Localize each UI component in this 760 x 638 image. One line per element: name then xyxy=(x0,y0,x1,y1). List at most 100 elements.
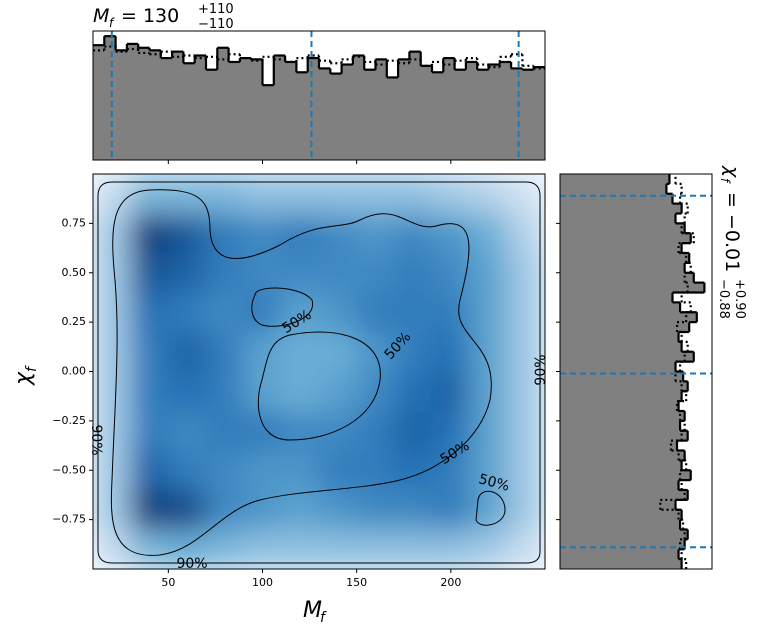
density-cell xyxy=(318,292,358,333)
histogram-bar xyxy=(307,58,320,161)
top-title-lower: −110 xyxy=(198,17,234,32)
histogram-bar xyxy=(560,282,705,293)
histogram-bar xyxy=(420,65,433,160)
density-cell xyxy=(356,252,395,293)
contour-50 xyxy=(475,490,506,526)
density-cell xyxy=(280,252,320,293)
y-tick-label: 0.75 xyxy=(62,216,87,229)
histogram-bar xyxy=(560,174,670,185)
density-cell xyxy=(130,213,169,254)
histogram-bar xyxy=(560,509,682,520)
histogram-bar xyxy=(560,361,676,372)
density-cell xyxy=(506,331,545,372)
histogram-bar xyxy=(560,420,681,432)
density-cell xyxy=(393,410,433,451)
density-cell xyxy=(243,450,282,491)
histogram-bar xyxy=(560,450,685,461)
right-title-upper: +0.90 xyxy=(732,279,747,319)
histogram-bar xyxy=(206,69,218,160)
histogram-bar xyxy=(352,55,365,161)
x-tick-label: 50 xyxy=(161,576,175,589)
right-title-symbol: χ xyxy=(721,165,743,178)
density-cell xyxy=(93,292,132,333)
y-tick-label: 0.25 xyxy=(62,315,87,328)
histogram-bar xyxy=(560,292,673,303)
density-cell xyxy=(393,529,433,569)
contour-label: 50% xyxy=(477,471,511,495)
density-cell xyxy=(280,410,320,451)
density-cell xyxy=(130,331,169,372)
histogram-bar xyxy=(499,61,512,160)
histogram-bar xyxy=(560,322,690,333)
histogram-bar xyxy=(104,36,116,160)
density-cell xyxy=(243,331,282,372)
density-cell xyxy=(130,410,169,451)
density-cell xyxy=(205,371,245,412)
histogram-bar xyxy=(560,262,685,274)
density-cell xyxy=(318,529,358,569)
density-cell xyxy=(431,489,471,530)
density-cell xyxy=(205,213,245,254)
density-cell xyxy=(469,529,508,569)
density-cell xyxy=(93,213,132,254)
density-cell xyxy=(243,410,282,451)
density-cell xyxy=(506,410,545,451)
density-cell xyxy=(167,450,207,491)
histogram-bar xyxy=(262,85,275,160)
histogram-bar xyxy=(465,61,478,160)
contour-label: 90% xyxy=(88,424,104,455)
density-cell xyxy=(243,252,282,293)
histogram-bar xyxy=(285,61,297,160)
top-title-symbol: M xyxy=(93,5,109,27)
histogram-bar xyxy=(341,64,354,160)
histogram-bar xyxy=(560,391,682,402)
histogram-bar xyxy=(217,47,229,160)
density-cell xyxy=(167,331,207,372)
histogram-bar xyxy=(560,223,685,234)
right-title: χ f = −0.01 +0.90 −0.88 xyxy=(716,165,747,319)
x-axis-label: M xyxy=(303,598,322,623)
histogram-bar xyxy=(560,243,682,254)
right-title-subscript: f xyxy=(718,178,732,184)
y-tick-label: −0.25 xyxy=(52,414,86,427)
density-cell xyxy=(205,252,245,293)
density-cell xyxy=(356,450,395,491)
histogram-bar xyxy=(560,440,678,451)
density-cell xyxy=(205,489,245,530)
density-cell xyxy=(167,489,207,530)
density-cell xyxy=(130,174,169,214)
histogram-bar xyxy=(560,539,685,550)
density-cell xyxy=(469,213,508,254)
density-cell xyxy=(130,489,169,530)
density-cell xyxy=(93,410,132,451)
density-cell xyxy=(506,450,545,491)
histogram-bar xyxy=(560,332,679,343)
density-cell xyxy=(130,252,169,293)
density-cell xyxy=(243,529,282,569)
histogram-bar xyxy=(477,69,489,160)
histogram-bar xyxy=(296,72,308,160)
histogram-bar xyxy=(330,73,342,160)
density-cell xyxy=(280,489,320,530)
density-cell xyxy=(469,489,508,530)
density-cell xyxy=(318,331,358,372)
density-cell xyxy=(318,371,358,412)
density-cell xyxy=(93,331,132,372)
histogram-bar xyxy=(560,193,673,204)
histogram-bar xyxy=(560,401,679,412)
histogram-bar xyxy=(375,59,388,160)
histogram-bar xyxy=(560,341,682,353)
histogram-bar xyxy=(273,55,286,161)
density-cell xyxy=(280,450,320,491)
histogram-bar xyxy=(560,430,688,441)
density-cell xyxy=(205,529,245,569)
histogram-bar xyxy=(126,43,139,160)
histogram-bar xyxy=(386,77,399,160)
histogram-frame xyxy=(92,30,546,161)
histogram-bar xyxy=(560,490,688,501)
density-cell xyxy=(280,213,320,254)
top-title-value: = 130 xyxy=(121,5,179,27)
x-axis-label-subscript: f xyxy=(320,610,327,626)
y-axis-label-text: χ xyxy=(11,371,36,386)
